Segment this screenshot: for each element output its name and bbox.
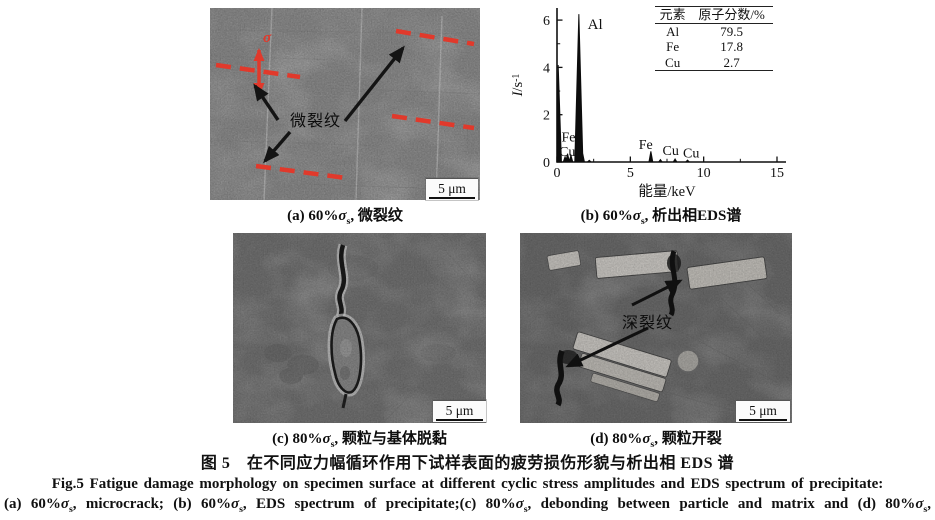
sigma-sub: s [68, 504, 73, 515]
figure-caption-line: (a) 60%σs, microcrack; (b) 60%σs, EDS sp… [4, 496, 931, 515]
peak-label-al: Al [588, 17, 603, 33]
y-tick-label: 4 [543, 61, 550, 76]
deep-crack-annotation: 深裂纹 [622, 315, 674, 332]
caption-a-sigma: σ [338, 208, 347, 224]
scale-bar-a-label: 5 μm [438, 180, 466, 196]
cell-element: Fe [666, 39, 680, 54]
caption-d-sub: s [650, 439, 655, 450]
cell-element: Al [666, 23, 680, 39]
y-tick-label: 2 [543, 109, 550, 124]
sigma: σ [60, 496, 69, 512]
eds-spectrum-panel-b: 0 5 10 15 0 2 4 6 能量/keV I/s-1 Al Fe Cu Fe Cu Cu 元素 原子分… [505, 0, 817, 205]
sigma-sub: s [523, 504, 528, 515]
caption-d-rest: , 颗粒开裂 [654, 431, 722, 447]
caption-d-prefix: (d) 80% [590, 431, 643, 447]
x-tick-label: 15 [770, 166, 784, 181]
cap-seg: , debonding between particle and matrix … [527, 496, 916, 512]
cap-seg: , EDS spectrum of precipitate;(c) 80% [242, 496, 516, 512]
x-axis-title: 能量/keV [638, 183, 696, 200]
sigma: σ [230, 496, 240, 512]
caption-a-sub: s [346, 216, 351, 227]
col-atomic-fraction: 原子分数/% [690, 6, 773, 24]
cap-seg: , microcrack; (b) 60% [72, 496, 231, 512]
x-tick-label: 0 [554, 166, 561, 181]
cap-seg: , [927, 496, 931, 512]
y-tick-label: 0 [543, 156, 550, 171]
scale-bar-c-label: 5 μm [445, 402, 474, 418]
scale-bar-a-line [429, 196, 475, 199]
sigma-stress-label: σ [263, 30, 272, 46]
sigma: σ [515, 496, 524, 512]
scale-bar-d-line [739, 418, 787, 421]
caption-c-prefix: (c) 80% [272, 431, 323, 447]
table-header-row: 元素 原子分数/% [655, 6, 773, 24]
micrograph-c-image [233, 233, 486, 423]
cell-value: 2.7 [690, 54, 773, 71]
x-tick-label: 10 [697, 166, 711, 181]
figure-title-zh: 图 5 在不同应力幅循环作用下试样表面的疲劳损伤形貌与析出相 EDS 谱 [200, 455, 735, 472]
caption-c-sub: s [330, 439, 335, 450]
cell-element: Cu [655, 54, 691, 71]
micrograph-panel-c: 5 μm [233, 233, 486, 423]
peak-label-fe: Fe [639, 138, 653, 153]
micrograph-panel-d: 深裂纹 5 μm [520, 233, 792, 423]
table-row: Fe 17.8 [655, 39, 773, 55]
scale-bar-c: 5 μm [433, 400, 486, 422]
cap-seg: (a) 60% [4, 496, 61, 512]
peak-label-cu: Cu [662, 144, 678, 159]
table-row: Cu 2.7 [655, 54, 773, 71]
caption-b: (b) 60%σs, 析出相EDS谱 [505, 204, 817, 227]
microcrack-pointer-arrows [253, 45, 405, 164]
micrograph-d-image [520, 233, 792, 423]
eds-spectrum-series [556, 14, 786, 163]
caption-c: (c) 80%σs, 颗粒与基体脱黏 [233, 427, 486, 450]
caption-b-rest: , 析出相EDS谱 [644, 208, 742, 224]
cell-value: 79.5 [720, 23, 743, 39]
scale-bar-d: 5 μm [736, 400, 790, 422]
col-element: 元素 [655, 6, 691, 24]
caption-d: (d) 80%σs, 颗粒开裂 [520, 427, 792, 450]
y-tick-label: 6 [543, 14, 550, 29]
peak-label-cu: Cu [683, 146, 699, 161]
microcrack-annotation: 微裂纹 [290, 113, 342, 130]
scale-bar-c-line [436, 418, 483, 421]
eds-composition-table: 元素 原子分数/% Al 79.5 Fe 17.8 Cu 2.7 [655, 6, 773, 71]
scale-bar-a: 5 μm [426, 178, 478, 200]
caption-c-rest: , 颗粒与基体脱黏 [334, 431, 447, 447]
caption-b-sub: s [640, 216, 645, 227]
caption-a-rest: , 微裂纹 [350, 208, 403, 224]
microcrack-dashed-marks [215, 28, 475, 181]
table-row: Al 79.5 [655, 23, 773, 39]
sigma: σ [915, 496, 924, 512]
caption-b-prefix: (b) 60% [580, 208, 633, 224]
y-axis-title: I/s-1 [510, 74, 526, 98]
x-tick-label: 5 [627, 166, 634, 181]
caption-c-sigma: σ [322, 431, 331, 447]
caption-b-sigma: σ [632, 208, 641, 224]
micrograph-a-image [210, 8, 480, 200]
scale-bar-d-label: 5 μm [749, 402, 777, 418]
figure-title-en: Fig.5 Fatigue damage morphology on speci… [51, 476, 884, 492]
sigma-sub: s [239, 504, 243, 515]
micrograph-panel-a: σ 微裂纹 5 μm [210, 8, 480, 200]
peak-label-cu: Cu [559, 145, 575, 160]
caption-a-prefix: (a) 60% [287, 208, 339, 224]
sigma-sub: s [923, 504, 928, 515]
caption-d-sigma: σ [642, 431, 651, 447]
peak-label-fe: Fe [561, 131, 575, 146]
caption-a: (a) 60%σs, 微裂纹 [210, 204, 480, 227]
cell-value: 17.8 [720, 39, 743, 54]
